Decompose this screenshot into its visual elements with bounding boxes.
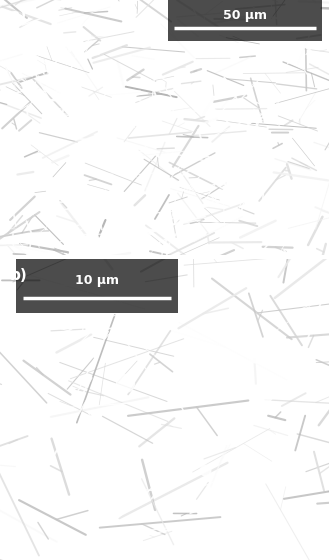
Text: a): a) bbox=[10, 8, 27, 22]
Point bbox=[203, 466, 208, 475]
Text: 50 μm: 50 μm bbox=[223, 9, 267, 22]
Bar bbox=[16, 256, 178, 314]
Point bbox=[260, 389, 266, 398]
Point bbox=[205, 332, 210, 341]
Text: b): b) bbox=[10, 268, 28, 283]
Text: 10 μm: 10 μm bbox=[75, 274, 119, 287]
Point bbox=[122, 379, 127, 388]
Point bbox=[254, 350, 259, 359]
Bar bbox=[168, 0, 322, 41]
Point bbox=[239, 491, 244, 500]
